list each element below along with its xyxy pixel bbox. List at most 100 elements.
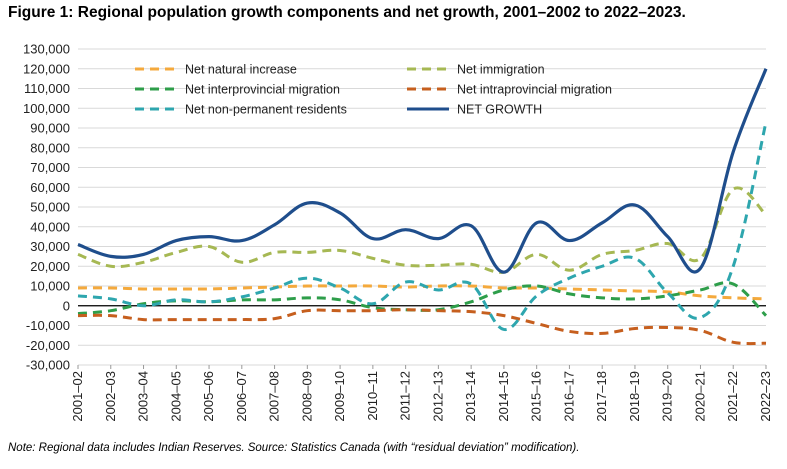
y-tick-label: 0 bbox=[63, 298, 70, 313]
point-net-interprovincial-migration bbox=[109, 309, 113, 313]
point-net-growth bbox=[600, 221, 604, 225]
point-net-growth bbox=[76, 243, 80, 247]
y-tick-label: 50,000 bbox=[30, 200, 70, 215]
x-tick-label: 2015–16 bbox=[529, 371, 544, 422]
point-net-intraprovincial-migration bbox=[600, 331, 604, 335]
point-net-intraprovincial-migration bbox=[338, 309, 342, 313]
x-tick-label: 2013–14 bbox=[463, 371, 478, 422]
line-net-growth bbox=[77, 68, 768, 274]
x-tick-label: 2004–05 bbox=[168, 371, 183, 422]
point-net-growth bbox=[469, 224, 473, 228]
point-net-intraprovincial-migration bbox=[764, 341, 768, 345]
x-tick-label: 2008–09 bbox=[299, 371, 314, 422]
series-net-non-permanent-residents bbox=[77, 120, 768, 331]
y-tick-label: 70,000 bbox=[30, 160, 70, 175]
x-tick-label: 2005–06 bbox=[201, 371, 216, 422]
point-net-intraprovincial-migration bbox=[535, 322, 539, 326]
point-net-immigration bbox=[273, 250, 277, 254]
point-net-interprovincial-migration bbox=[535, 284, 539, 288]
point-net-immigration bbox=[436, 263, 440, 267]
point-net-non-permanent-residents bbox=[535, 294, 539, 298]
x-tick-label: 2022–23 bbox=[758, 371, 773, 422]
point-net-interprovincial-migration bbox=[567, 292, 571, 296]
y-tick-label: -30,000 bbox=[26, 358, 70, 373]
point-net-growth bbox=[698, 266, 702, 270]
y-axis-tick-labels: -30,000 -20,000 -10,000 0 10,000 20,000 30,000… bbox=[23, 42, 70, 373]
point-net-intraprovincial-migration bbox=[567, 329, 571, 333]
point-net-intraprovincial-migration bbox=[436, 309, 440, 313]
point-net-interprovincial-migration bbox=[502, 288, 506, 292]
point-net-intraprovincial-migration bbox=[404, 308, 408, 312]
chart-note: Note: Regional data includes Indian Rese… bbox=[8, 442, 580, 454]
x-tick-label: 2003–04 bbox=[136, 371, 151, 422]
point-net-interprovincial-migration bbox=[731, 282, 735, 286]
point-net-intraprovincial-migration bbox=[371, 309, 375, 313]
point-net-immigration bbox=[305, 250, 309, 254]
point-net-growth bbox=[731, 150, 735, 154]
point-net-immigration bbox=[109, 264, 113, 268]
point-net-non-permanent-residents bbox=[240, 295, 244, 299]
point-net-non-permanent-residents bbox=[764, 120, 768, 124]
y-tick-label: 40,000 bbox=[30, 219, 70, 234]
x-tick-label: 2012–13 bbox=[430, 371, 445, 422]
point-net-growth bbox=[502, 270, 506, 274]
chart-series bbox=[76, 67, 768, 346]
legend-label: Net interprovincial migration bbox=[185, 83, 340, 97]
point-net-immigration bbox=[633, 248, 637, 252]
series-net-immigration bbox=[77, 186, 768, 274]
point-net-non-permanent-residents bbox=[567, 276, 571, 280]
legend-label: NET GROWTH bbox=[457, 103, 542, 117]
point-net-natural-increase bbox=[633, 289, 637, 293]
line-net-immigration bbox=[77, 186, 768, 274]
x-tick-label: 2010–11 bbox=[365, 371, 380, 421]
point-net-natural-increase bbox=[109, 286, 113, 290]
point-net-intraprovincial-migration bbox=[731, 340, 735, 344]
point-net-growth bbox=[535, 221, 539, 225]
x-tick-label: 2016–17 bbox=[561, 371, 576, 422]
point-net-natural-increase bbox=[600, 288, 604, 292]
point-net-growth bbox=[633, 203, 637, 207]
point-net-non-permanent-residents bbox=[633, 256, 637, 260]
point-net-growth bbox=[436, 237, 440, 241]
point-net-non-permanent-residents bbox=[142, 304, 146, 308]
point-net-non-permanent-residents bbox=[338, 286, 342, 290]
point-net-natural-increase bbox=[142, 287, 146, 291]
y-tick-label: 110,000 bbox=[24, 81, 70, 96]
point-net-growth bbox=[764, 67, 768, 71]
point-net-growth bbox=[371, 237, 375, 241]
point-net-intraprovincial-migration bbox=[305, 309, 309, 313]
point-net-non-permanent-residents bbox=[404, 280, 408, 284]
x-tick-label: 2002–03 bbox=[103, 371, 118, 422]
line-net-intraprovincial-migration bbox=[77, 308, 767, 346]
point-net-intraprovincial-migration bbox=[502, 314, 506, 318]
point-net-natural-increase bbox=[240, 286, 244, 290]
point-net-non-permanent-residents bbox=[436, 288, 440, 292]
x-tick-label: 2017–18 bbox=[594, 371, 609, 422]
point-net-interprovincial-migration bbox=[600, 296, 604, 300]
point-net-non-permanent-residents bbox=[469, 282, 473, 286]
point-net-intraprovincial-migration bbox=[698, 328, 702, 332]
point-net-immigration bbox=[174, 250, 178, 254]
point-net-interprovincial-migration bbox=[305, 296, 309, 300]
chart-gridlines bbox=[78, 48, 766, 366]
point-net-natural-increase bbox=[731, 296, 735, 300]
line-net-non-permanent-residents bbox=[77, 121, 768, 331]
point-net-non-permanent-residents bbox=[174, 298, 178, 302]
point-net-non-permanent-residents bbox=[273, 286, 277, 290]
point-net-non-permanent-residents bbox=[305, 276, 309, 280]
y-tick-label: 60,000 bbox=[30, 180, 70, 195]
point-net-natural-increase bbox=[404, 285, 408, 289]
x-tick-label: 2014–15 bbox=[496, 371, 511, 422]
point-net-natural-increase bbox=[174, 287, 178, 291]
point-net-non-permanent-residents bbox=[207, 300, 211, 304]
point-net-intraprovincial-migration bbox=[240, 318, 244, 322]
y-tick-label: 20,000 bbox=[30, 259, 70, 274]
chart-legend: Net natural increase Net immigration Net i… bbox=[135, 63, 612, 117]
y-tick-label: 10,000 bbox=[30, 279, 70, 294]
point-net-growth bbox=[338, 211, 342, 215]
point-net-non-permanent-residents bbox=[731, 264, 735, 268]
point-net-interprovincial-migration bbox=[764, 314, 768, 318]
point-net-interprovincial-migration bbox=[469, 300, 473, 304]
x-tick-label: 2021–22 bbox=[725, 371, 740, 422]
